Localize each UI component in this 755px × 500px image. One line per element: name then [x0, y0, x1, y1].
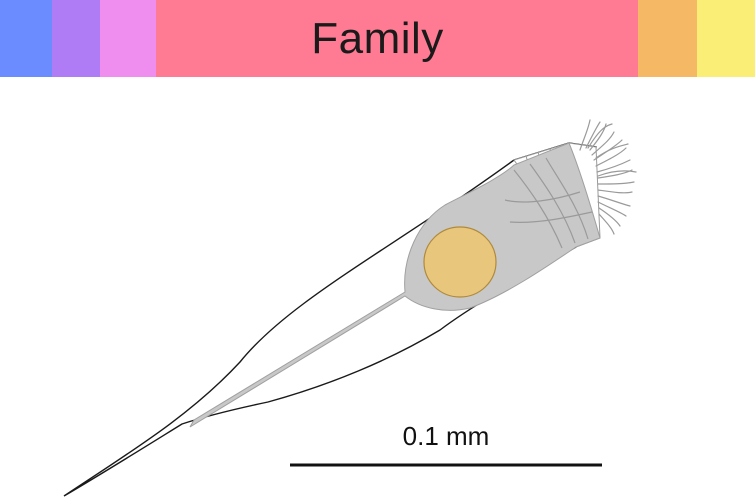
page-title: Family [311, 13, 444, 63]
cytoplasm [189, 142, 601, 428]
cilia [579, 119, 637, 235]
band-violet [52, 0, 100, 77]
band-pink [100, 0, 156, 77]
band-rose [156, 0, 638, 77]
band-blue [0, 0, 52, 77]
color-band-header [0, 0, 755, 77]
band-yellow [697, 0, 755, 77]
nucleus [423, 226, 497, 298]
band-orange [638, 0, 697, 77]
cytoplasm-lines [504, 157, 593, 249]
scale-bar-label: 0.1 mm [402, 421, 490, 451]
